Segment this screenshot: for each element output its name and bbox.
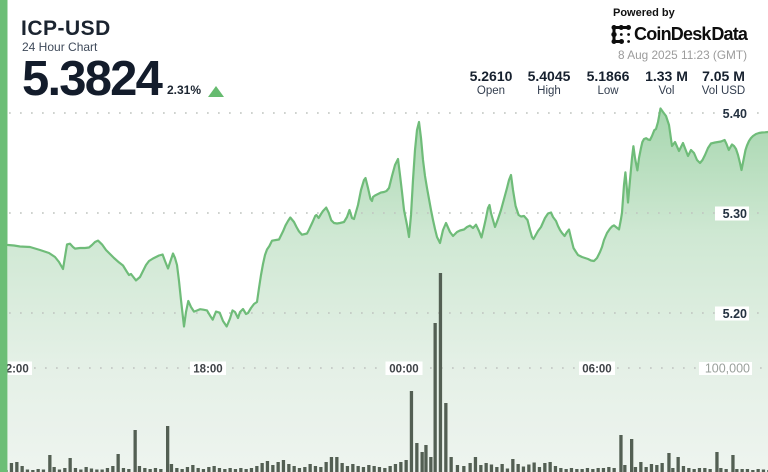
svg-text:100,000: 100,000 — [705, 362, 750, 376]
svg-text:5.30: 5.30 — [723, 207, 747, 221]
svg-text:5.40: 5.40 — [723, 107, 747, 121]
svg-text:18:00: 18:00 — [193, 364, 222, 376]
svg-text:5.20: 5.20 — [723, 307, 747, 321]
svg-text:06:00: 06:00 — [582, 364, 611, 376]
svg-text:00:00: 00:00 — [389, 364, 418, 376]
